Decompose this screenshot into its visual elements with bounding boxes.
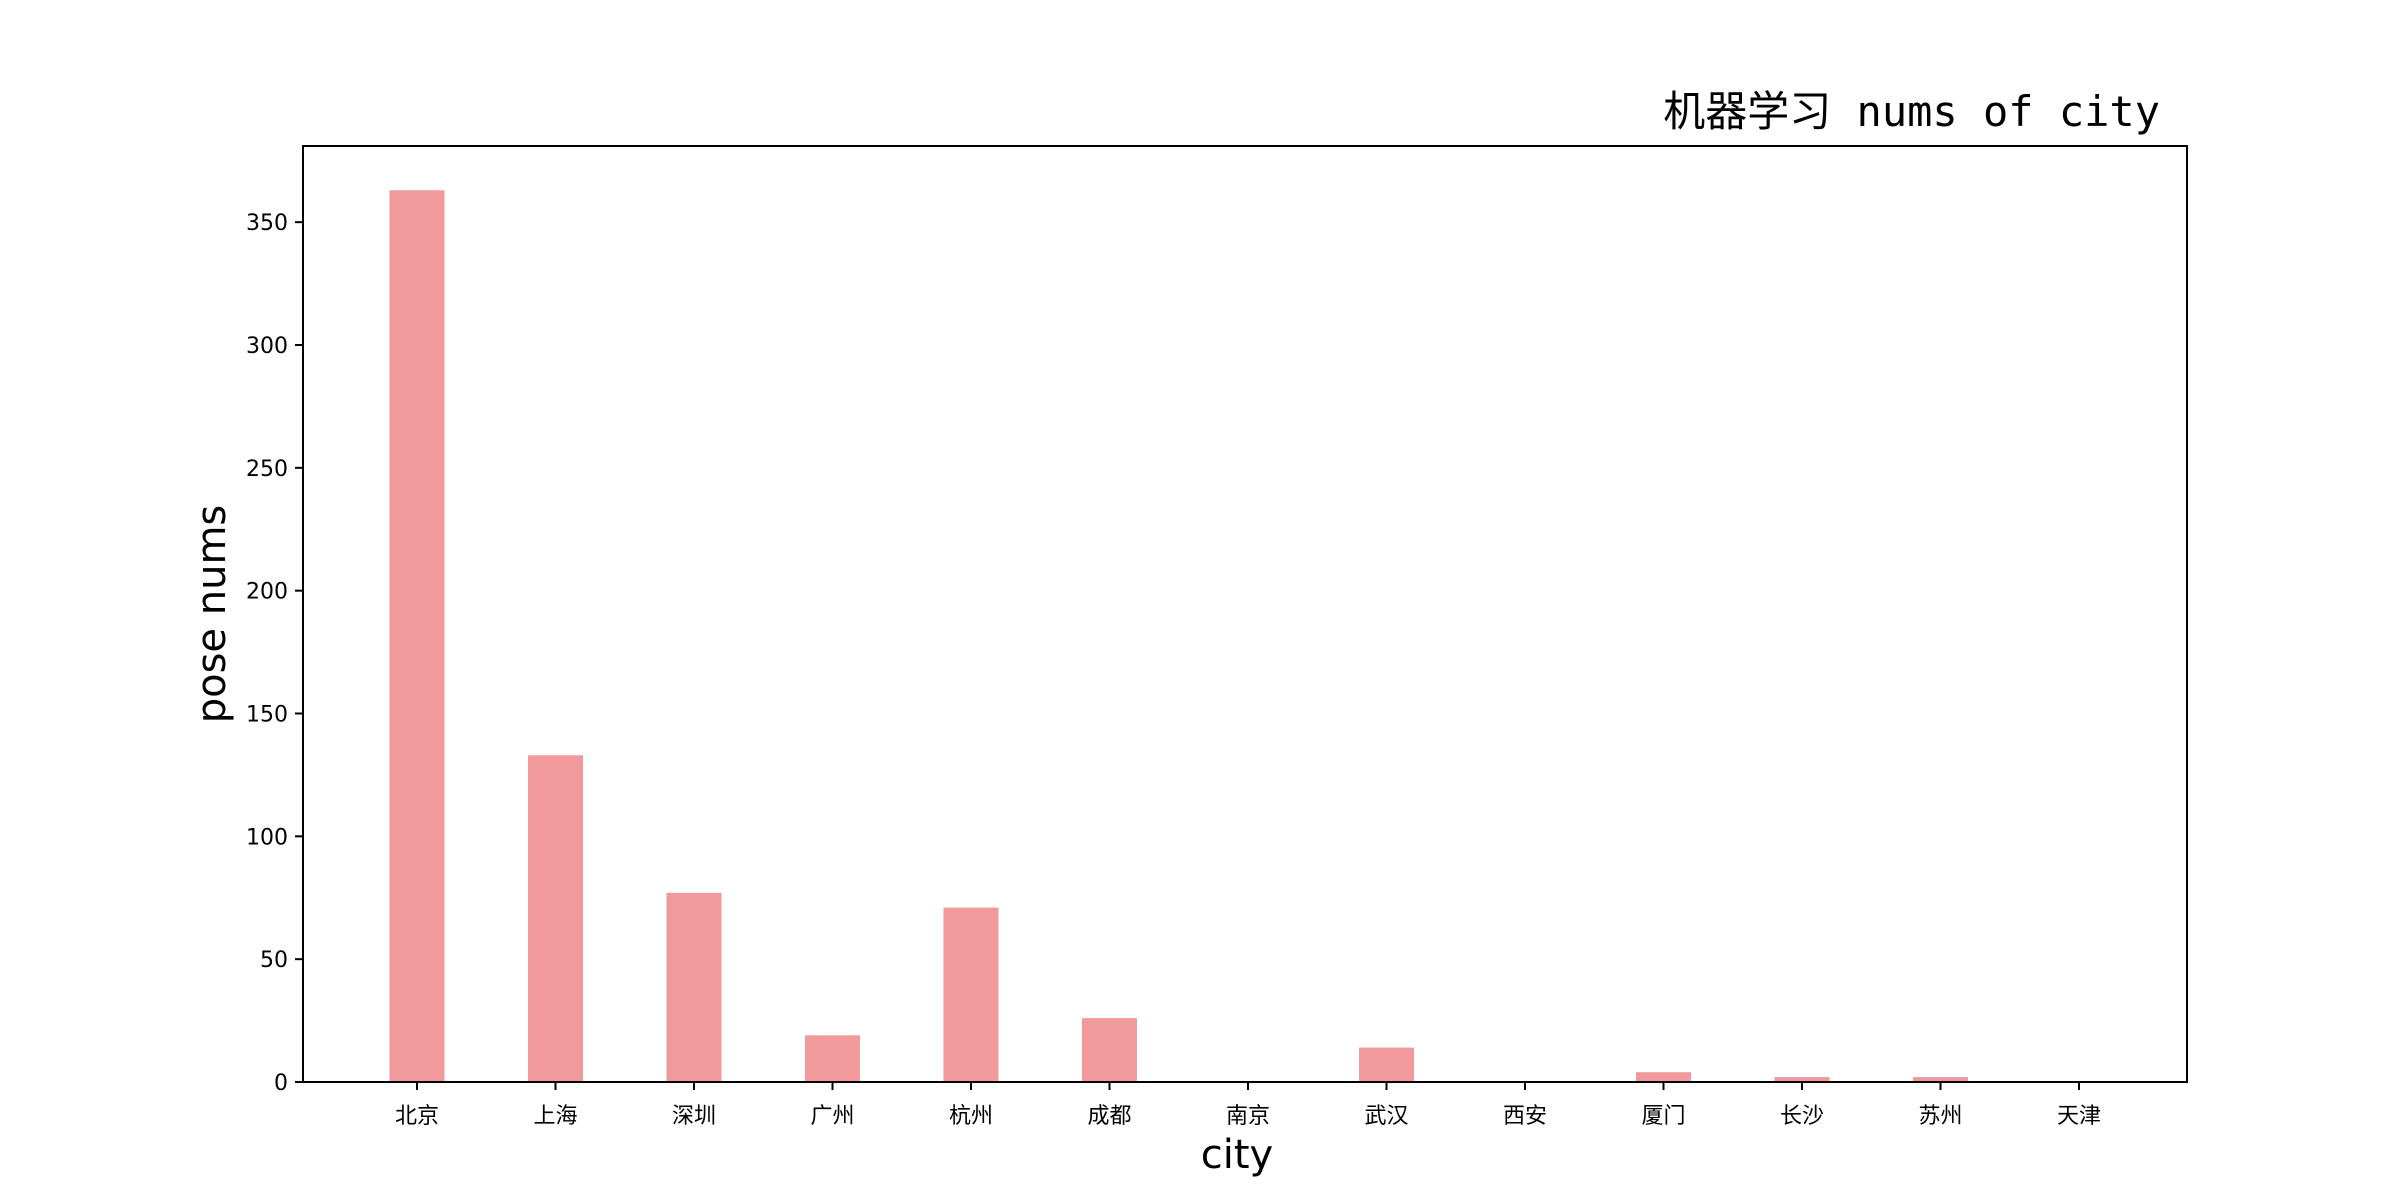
bar-7 <box>1359 1047 1414 1082</box>
x-tick-label: 深圳 <box>672 1104 716 1129</box>
y-tick-label: 300 <box>246 334 288 359</box>
x-tick-label: 上海 <box>533 1104 577 1129</box>
bars-group <box>389 190 1968 1083</box>
bar-10 <box>1774 1077 1830 1082</box>
x-axis-title: city <box>1201 1132 1273 1178</box>
bar-1 <box>528 755 583 1082</box>
x-tick-label: 苏州 <box>1918 1104 1962 1129</box>
bar-5 <box>1082 1018 1137 1082</box>
x-tick-label: 武汉 <box>1364 1104 1408 1129</box>
x-tick-label: 北京 <box>395 1104 439 1129</box>
y-tick-label: 250 <box>246 457 288 482</box>
y-axis-title: pose nums <box>189 505 235 724</box>
x-tick-label: 南京 <box>1226 1104 1270 1129</box>
chart-title: 机器学习 nums of city <box>1663 87 2160 136</box>
x-tick-label: 广州 <box>810 1104 854 1129</box>
x-tick-label: 西安 <box>1503 1104 1547 1129</box>
y-tick-label: 0 <box>274 1071 288 1096</box>
x-axis-ticks: 北京 上海 深圳 广州 杭州 成都 南京 武汉 西安 厦门 长沙 苏州 天津 <box>395 1082 2101 1129</box>
x-tick-label: 厦门 <box>1641 1104 1685 1129</box>
bar-4 <box>943 907 999 1082</box>
y-tick-label: 150 <box>246 702 288 727</box>
bar-11 <box>1913 1077 1968 1082</box>
bar-0 <box>389 190 445 1083</box>
bar-3 <box>805 1035 860 1082</box>
bar-2 <box>666 892 722 1082</box>
y-tick-label: 350 <box>246 211 288 236</box>
x-tick-label: 杭州 <box>949 1104 993 1129</box>
plot-area <box>303 146 2187 1082</box>
y-tick-label: 50 <box>260 948 288 973</box>
y-axis-ticks: 0 50 100 150 200 250 300 350 <box>246 211 303 1096</box>
bar-9 <box>1636 1072 1691 1082</box>
x-tick-label: 成都 <box>1087 1104 1131 1129</box>
axes-frame <box>302 145 2188 1083</box>
x-tick-label: 天津 <box>2057 1104 2101 1129</box>
y-tick-label: 200 <box>246 580 288 605</box>
y-tick-label: 100 <box>246 825 288 850</box>
x-tick-label: 长沙 <box>1780 1104 1824 1129</box>
